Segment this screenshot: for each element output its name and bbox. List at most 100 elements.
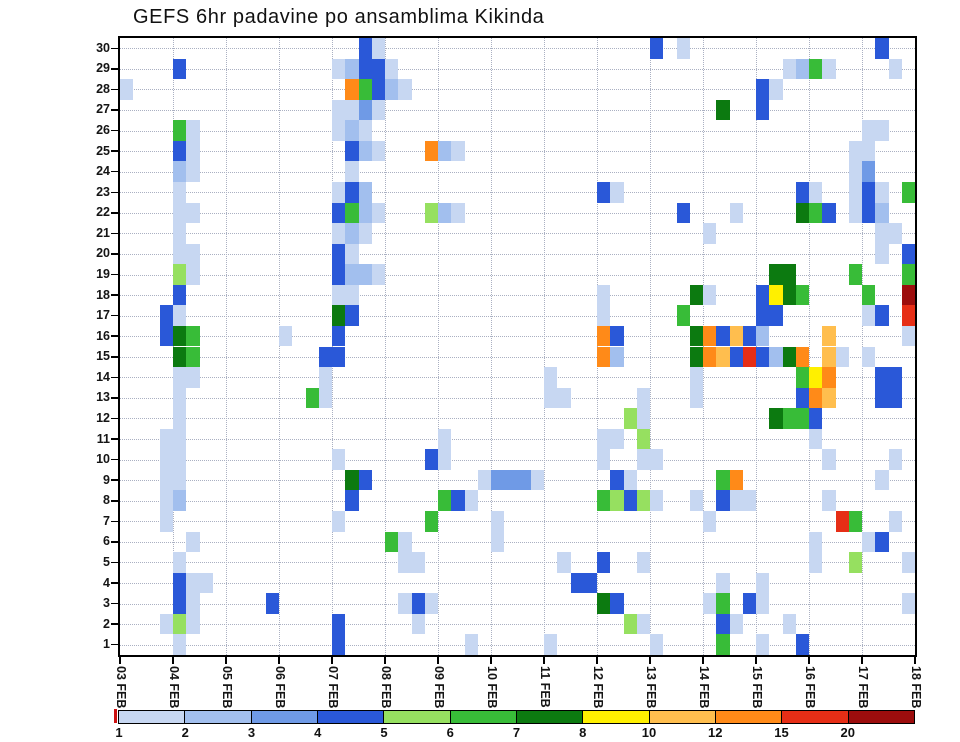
- y-tick-label: 19: [96, 267, 110, 282]
- heatmap-cell: [477, 469, 491, 491]
- heatmap-cell: [742, 490, 756, 512]
- heatmap-cell: [782, 284, 796, 306]
- y-tick: [111, 170, 118, 173]
- heatmap-cell: [173, 367, 187, 388]
- heatmap-cell: [173, 181, 187, 203]
- heatmap-cell: [689, 367, 703, 388]
- v-gridline: [544, 38, 545, 655]
- heatmap-cell: [782, 408, 796, 429]
- heatmap-cell: [822, 387, 836, 409]
- heatmap-cell: [173, 120, 187, 141]
- heatmap-cell: [345, 223, 359, 244]
- heatmap-cell: [451, 202, 465, 224]
- y-tick-label: 10: [96, 452, 110, 467]
- legend-segment: [782, 711, 849, 723]
- heatmap-cell: [173, 428, 187, 450]
- heatmap-cell: [888, 58, 902, 80]
- heatmap-cell: [742, 593, 756, 614]
- y-tick: [111, 438, 118, 440]
- heatmap-cell: [703, 346, 717, 368]
- heatmap-cell: [438, 428, 452, 450]
- heatmap-cell: [729, 202, 743, 224]
- heatmap-cell: [901, 181, 915, 203]
- heatmap-cell: [332, 58, 346, 80]
- heatmap-cell: [848, 202, 862, 224]
- heatmap-cell: [424, 593, 438, 614]
- heatmap-cell: [888, 511, 902, 532]
- heatmap-cell: [120, 79, 134, 100]
- heatmap-cell: [636, 428, 650, 450]
- heatmap-cell: [159, 469, 173, 491]
- heatmap-cell: [358, 99, 372, 121]
- heatmap-cell: [729, 613, 743, 635]
- heatmap-cell: [332, 120, 346, 141]
- h-gridline: [120, 233, 915, 235]
- heatmap-cell: [186, 531, 200, 553]
- legend-tick-label: 7: [512, 725, 521, 740]
- heatmap-cell: [318, 367, 332, 388]
- heatmap-cell: [623, 469, 637, 491]
- y-tick-label: 7: [103, 513, 110, 528]
- heatmap-cell: [769, 79, 783, 100]
- heatmap-cell: [862, 140, 876, 162]
- heatmap-cell: [173, 449, 187, 470]
- h-gridline: [120, 377, 915, 379]
- heatmap-cell: [597, 490, 611, 512]
- x-tick-label: 10 FEB: [485, 666, 499, 709]
- h-gridline: [120, 192, 915, 194]
- heatmap-cell: [756, 284, 770, 306]
- heatmap-cell: [769, 346, 783, 368]
- heatmap-cell: [901, 593, 915, 614]
- heatmap-cell: [689, 490, 703, 512]
- heatmap-cell: [716, 572, 730, 594]
- legend-segment: [649, 711, 716, 723]
- h-gridline: [120, 397, 915, 399]
- heatmap-cell: [345, 469, 359, 491]
- heatmap-cell: [186, 367, 200, 388]
- heatmap-cell: [782, 346, 796, 368]
- h-gridline: [120, 356, 915, 358]
- heatmap-cell: [385, 531, 399, 553]
- heatmap-cell: [186, 572, 200, 594]
- heatmap-cell: [610, 325, 624, 347]
- heatmap-cell: [742, 325, 756, 347]
- heatmap-cell: [782, 613, 796, 635]
- heatmap-cell: [769, 284, 783, 306]
- heatmap-cell: [345, 99, 359, 121]
- heatmap-cell: [809, 408, 823, 429]
- heatmap-cell: [756, 593, 770, 614]
- heatmap-cell: [875, 243, 889, 265]
- y-tick: [111, 623, 118, 625]
- y-tick: [111, 541, 118, 543]
- heatmap-cell: [557, 552, 571, 573]
- legend-segment: [384, 711, 451, 723]
- heatmap-cell: [716, 99, 730, 121]
- x-tick: [437, 657, 439, 664]
- heatmap-cell: [795, 346, 809, 368]
- heatmap-cell: [795, 408, 809, 429]
- heatmap-cell: [173, 346, 187, 368]
- heatmap-cell: [769, 305, 783, 326]
- v-gridline: [279, 38, 280, 655]
- y-tick: [111, 88, 118, 91]
- heatmap-cell: [650, 449, 664, 470]
- heatmap-cell: [835, 346, 849, 368]
- y-tick-label: 30: [96, 40, 110, 55]
- heatmap-cell: [411, 613, 425, 635]
- heatmap-cell: [703, 511, 717, 532]
- heatmap-cell: [332, 346, 346, 368]
- heatmap-cell: [809, 428, 823, 450]
- x-tick-label: 15 FEB: [750, 666, 764, 709]
- heatmap-cell: [265, 593, 279, 614]
- heatmap-cell: [703, 593, 717, 614]
- h-gridline: [120, 109, 915, 111]
- y-tick-label: 9: [103, 472, 110, 487]
- legend-tick-label: 2: [181, 725, 189, 740]
- heatmap-cell: [636, 387, 650, 409]
- h-gridline: [120, 295, 915, 297]
- heatmap-cell: [451, 140, 465, 162]
- heatmap-cell: [795, 284, 809, 306]
- legend-segment: [185, 711, 252, 723]
- heatmap-cell: [358, 469, 372, 491]
- v-gridline: [226, 38, 227, 655]
